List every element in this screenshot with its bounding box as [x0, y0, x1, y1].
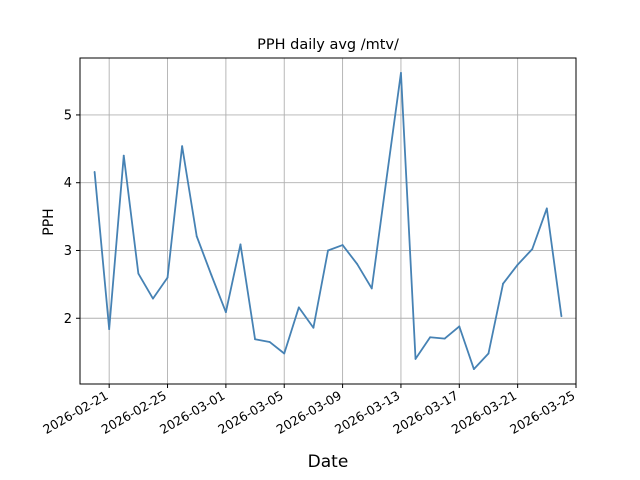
data-point: [327, 249, 329, 252]
chart-title: PPH daily avg /mtv/: [257, 37, 399, 53]
data-point: [268, 341, 271, 343]
data-point: [93, 170, 96, 173]
data-point: [166, 276, 169, 279]
x-tick-label: 2026-03-17: [390, 388, 460, 437]
x-tick-label: 2026-03-13: [332, 388, 402, 437]
data-point: [472, 368, 475, 370]
y-tick-label: 4: [64, 176, 72, 191]
data-point: [181, 145, 184, 148]
data-point: [239, 243, 242, 246]
x-axis-label: Date: [308, 452, 349, 472]
y-tick-label: 5: [64, 108, 72, 123]
x-tick-label: 2026-03-25: [507, 388, 577, 437]
x-tick-label: 2026-03-01: [157, 388, 227, 437]
data-point: [210, 273, 213, 276]
data-point: [502, 282, 504, 285]
series-group: [93, 72, 563, 370]
data-point: [283, 352, 286, 355]
x-tick-label: 2026-02-25: [99, 388, 169, 437]
y-axis: 2 3 4 5: [64, 108, 80, 327]
data-point: [108, 328, 111, 331]
data-point: [195, 235, 198, 238]
x-axis: 2026-02-212026-02-252026-03-012026-03-05…: [40, 384, 578, 437]
data-point: [254, 338, 256, 341]
data-point: [137, 272, 140, 275]
data-point: [122, 154, 125, 157]
data-point: [545, 207, 548, 210]
series-line: [93, 72, 563, 370]
x-tick-label: 2026-03-09: [274, 388, 344, 437]
data-point: [385, 179, 388, 181]
y-tick-label: 3: [64, 244, 72, 259]
data-point: [414, 358, 417, 360]
data-point: [400, 72, 402, 74]
data-point: [370, 287, 373, 290]
data-point: [487, 352, 490, 355]
data-point: [312, 326, 315, 329]
data-point: [297, 306, 300, 309]
data-point: [152, 297, 154, 300]
grid-lines: [80, 58, 577, 384]
plot-frame: [79, 57, 577, 385]
x-tick-label: 2026-02-21: [40, 388, 110, 437]
data-point: [560, 315, 563, 318]
x-tick-label: 2026-03-21: [449, 388, 519, 437]
data-point: [458, 325, 461, 328]
data-point: [531, 248, 534, 251]
data-point: [429, 336, 432, 339]
data-point: [516, 263, 519, 266]
data-point: [224, 311, 227, 314]
x-tick-label: 2026-03-05: [215, 388, 285, 437]
data-point: [356, 263, 359, 265]
data-point: [443, 337, 446, 340]
data-point: [341, 244, 344, 246]
y-tick-label: 2: [64, 312, 72, 327]
y-axis-label: PPH: [41, 208, 57, 235]
